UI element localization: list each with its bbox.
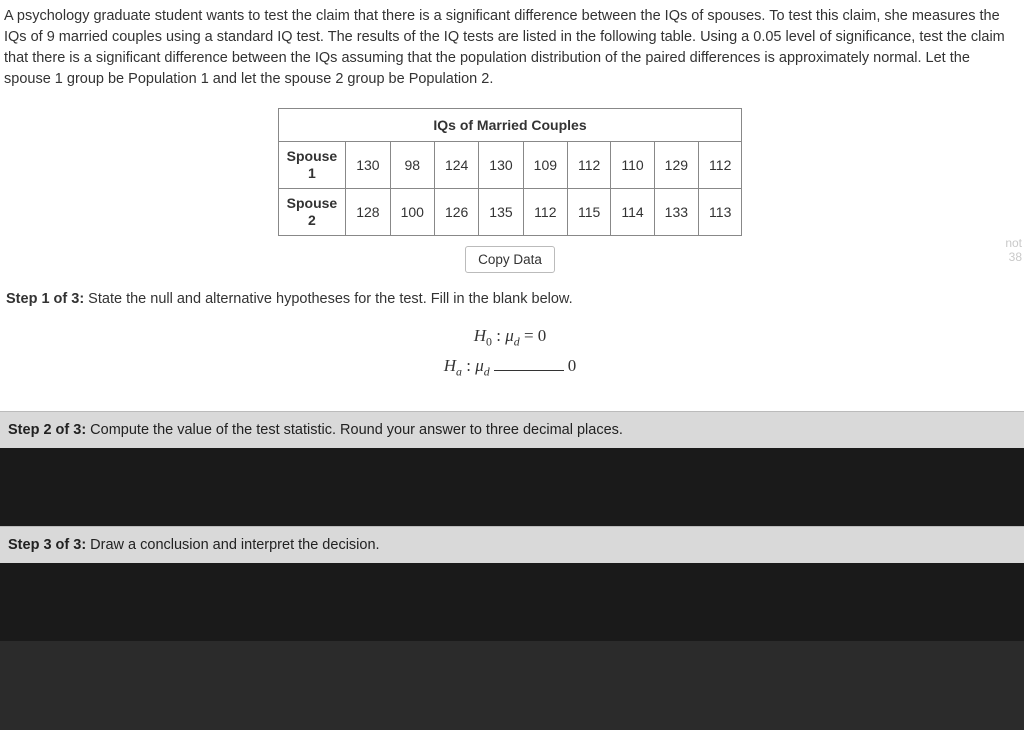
ha-H: H	[444, 356, 456, 375]
data-table-container: IQs of Married Couples Spouse 1 130 98 1…	[4, 108, 1016, 235]
cell: 114	[611, 188, 654, 235]
step3-panel: Step 3 of 3: Draw a conclusion and inter…	[0, 526, 1024, 563]
table-row: Spouse 1 130 98 124 130 109 112 110 129 …	[278, 142, 742, 189]
cell: 112	[523, 188, 567, 235]
h0-mu: μ	[505, 326, 514, 345]
ha-colon: :	[462, 356, 475, 375]
step3-answer-area	[0, 563, 1024, 641]
cell: 98	[390, 142, 434, 189]
step2-text: Compute the value of the test statistic.…	[86, 422, 623, 438]
row-header-num: 2	[308, 212, 316, 228]
cell: 110	[611, 142, 654, 189]
cell: 100	[390, 188, 434, 235]
null-hypothesis: H0 : μd = 0	[4, 324, 1016, 351]
cell: 130	[479, 142, 523, 189]
hypotheses-block: H0 : μd = 0 Ha : μd0	[4, 324, 1016, 381]
side-l2: 38	[1005, 250, 1022, 264]
row-header-label: Spouse	[287, 148, 338, 164]
cell: 135	[479, 188, 523, 235]
cell: 133	[654, 188, 698, 235]
ha-mu-sub: d	[484, 365, 490, 379]
row-header-spouse1: Spouse 1	[278, 142, 346, 189]
problem-statement: A psychology graduate student wants to t…	[4, 6, 1016, 90]
step3-label: Step 3 of 3:	[8, 537, 86, 553]
step2-label: Step 2 of 3:	[8, 422, 86, 438]
step2-panel: Step 2 of 3: Compute the value of the te…	[0, 411, 1024, 448]
row-header-spouse2: Spouse 2	[278, 188, 346, 235]
table-title: IQs of Married Couples	[278, 109, 742, 142]
h0-eq: =	[520, 326, 538, 345]
step1-label: Step 1 of 3:	[6, 291, 84, 307]
cell: 128	[346, 188, 390, 235]
cell: 126	[434, 188, 478, 235]
cell: 130	[346, 142, 390, 189]
h0-zero: 0	[538, 326, 547, 345]
cell: 129	[654, 142, 698, 189]
row-header-label: Spouse	[287, 195, 338, 211]
cell: 113	[699, 188, 742, 235]
ha-mu: μ	[475, 356, 484, 375]
step2-answer-area	[0, 448, 1024, 526]
ha-blank-input[interactable]	[494, 354, 564, 371]
step1-text: State the null and alternative hypothese…	[84, 291, 572, 307]
copy-data-container: Copy Data	[4, 246, 1016, 273]
copy-data-button[interactable]: Copy Data	[465, 246, 555, 273]
iq-table: IQs of Married Couples Spouse 1 130 98 1…	[278, 108, 743, 235]
cell: 112	[568, 142, 611, 189]
step1-prompt: Step 1 of 3: State the null and alternat…	[6, 289, 1016, 310]
question-panel: A psychology graduate student wants to t…	[0, 0, 1024, 411]
side-fragment: not 38	[1005, 236, 1024, 265]
row-header-num: 1	[308, 165, 316, 181]
h0-colon: :	[492, 326, 505, 345]
cell: 115	[568, 188, 611, 235]
cell: 124	[434, 142, 478, 189]
alt-hypothesis: Ha : μd0	[4, 354, 1016, 381]
side-l1: not	[1005, 236, 1022, 250]
table-row: Spouse 2 128 100 126 135 112 115 114 133…	[278, 188, 742, 235]
step3-text: Draw a conclusion and interpret the deci…	[86, 537, 379, 553]
ha-zero: 0	[568, 356, 577, 375]
cell: 109	[523, 142, 567, 189]
cell: 112	[699, 142, 742, 189]
h0-H: H	[474, 326, 486, 345]
